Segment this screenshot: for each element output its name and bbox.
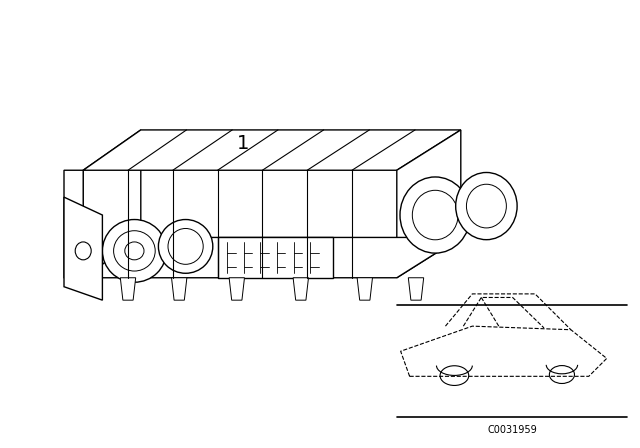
Ellipse shape [456,172,517,240]
Text: 1: 1 [237,134,250,153]
Ellipse shape [400,177,470,253]
Polygon shape [293,278,308,300]
Polygon shape [83,237,461,278]
Polygon shape [120,278,136,300]
Polygon shape [83,130,141,278]
Polygon shape [218,237,333,278]
Polygon shape [357,278,372,300]
Polygon shape [172,278,187,300]
Ellipse shape [158,220,212,273]
Polygon shape [83,130,461,170]
Ellipse shape [102,220,166,282]
Polygon shape [397,130,461,278]
Text: C0031959: C0031959 [487,425,537,435]
Ellipse shape [76,242,92,260]
Polygon shape [229,278,244,300]
Polygon shape [64,197,102,300]
Polygon shape [64,170,83,291]
Polygon shape [408,278,424,300]
